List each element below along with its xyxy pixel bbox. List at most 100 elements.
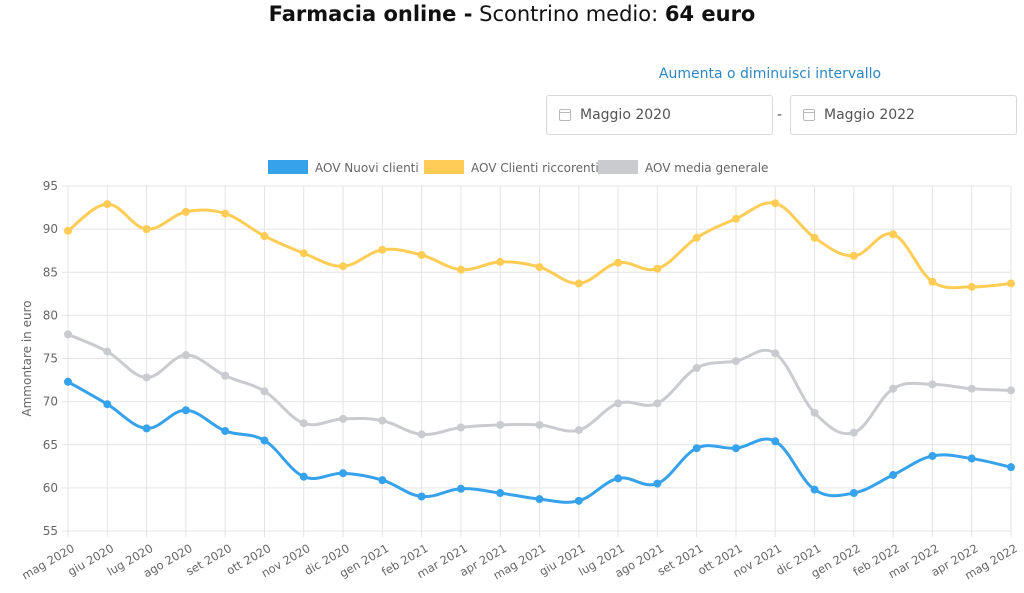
title-bold: Farmacia online - (268, 2, 473, 26)
data-point (103, 200, 112, 209)
data-point (64, 226, 72, 235)
y-tick-label: 55 (43, 524, 58, 538)
interval-link[interactable]: Aumenta o diminuisci intervallo (658, 66, 882, 82)
legend-swatch (268, 160, 308, 174)
data-point (64, 377, 72, 386)
data-point (771, 199, 780, 208)
data-point (1007, 463, 1015, 472)
data-point (260, 232, 269, 241)
x-tick-label: mag 2020 (19, 541, 77, 582)
data-point (339, 414, 348, 423)
y-tick-label: 70 (43, 395, 58, 409)
data-point (731, 444, 740, 453)
data-point (692, 363, 701, 372)
data-point (221, 426, 230, 435)
data-point (849, 489, 858, 498)
y-tick-label: 80 (43, 308, 58, 322)
data-point (1007, 386, 1015, 395)
data-point (574, 426, 583, 435)
data-point (496, 420, 505, 429)
end-date-field[interactable]: Maggio 2022 (790, 95, 1017, 135)
page-title: Farmacia online - Scontrino medio: 64 eu… (0, 2, 1024, 26)
data-point (535, 495, 544, 504)
data-point (928, 277, 937, 286)
data-point (142, 225, 151, 234)
data-point (967, 282, 976, 291)
data-point (456, 423, 465, 432)
title-value: 64 euro (664, 2, 756, 26)
data-point (456, 484, 465, 493)
data-point (181, 406, 190, 415)
data-point (221, 209, 230, 218)
data-point (142, 424, 151, 433)
end-date-value: Maggio 2022 (824, 107, 915, 123)
data-point (181, 351, 190, 360)
data-point (339, 262, 348, 271)
data-point (810, 408, 819, 417)
data-point (221, 371, 230, 380)
data-point (339, 469, 348, 478)
date-separator: - (777, 107, 783, 123)
data-point (299, 472, 308, 481)
data-point (653, 399, 662, 408)
data-point (928, 451, 937, 460)
calendar-icon (559, 109, 571, 121)
y-tick-label: 85 (43, 265, 58, 279)
data-point (731, 214, 740, 223)
data-point (103, 347, 112, 356)
calendar-icon (803, 109, 815, 121)
data-point (378, 245, 387, 254)
legend-label: AOV Clienti riccorenti (471, 161, 599, 175)
data-point (967, 384, 976, 393)
legend-swatch (598, 160, 638, 174)
data-point (771, 349, 780, 358)
legend-label: AOV media generale (645, 161, 768, 175)
data-point (614, 474, 623, 483)
data-point (1007, 279, 1015, 288)
data-point (299, 249, 308, 258)
data-point (378, 476, 387, 485)
data-point (692, 233, 701, 242)
data-point (142, 373, 151, 382)
data-point (535, 420, 544, 429)
data-point (653, 264, 662, 273)
data-point (260, 387, 269, 396)
data-point (496, 257, 505, 266)
data-point (64, 330, 72, 339)
legend-label: AOV Nuovi clienti (315, 161, 419, 175)
title-normal: Scontrino medio: (472, 2, 665, 26)
data-point (889, 470, 898, 479)
data-point (535, 263, 544, 272)
data-point (928, 380, 937, 389)
data-point (849, 428, 858, 437)
y-tick-label: 90 (43, 222, 58, 236)
data-point (653, 479, 662, 488)
data-point (574, 279, 583, 288)
data-point (692, 444, 701, 453)
data-point (889, 384, 898, 393)
data-point (299, 419, 308, 428)
data-point (103, 400, 112, 409)
data-point (574, 496, 583, 505)
data-point (456, 265, 465, 274)
y-tick-label: 60 (43, 481, 58, 495)
data-point (378, 416, 387, 425)
start-date-field[interactable]: Maggio 2020 (546, 95, 773, 135)
data-point (181, 207, 190, 216)
data-point (496, 489, 505, 498)
start-date-value: Maggio 2020 (580, 107, 671, 123)
data-point (260, 436, 269, 445)
data-point (417, 251, 426, 259)
data-point (417, 430, 426, 439)
data-point (967, 454, 976, 463)
data-point (810, 233, 819, 242)
y-tick-label: 95 (43, 179, 58, 193)
y-tick-label: 75 (43, 352, 58, 366)
data-point (417, 492, 426, 501)
data-point (731, 357, 740, 366)
data-point (889, 230, 898, 239)
y-tick-label: 65 (43, 438, 58, 452)
data-point (771, 437, 780, 446)
data-point (614, 258, 623, 267)
